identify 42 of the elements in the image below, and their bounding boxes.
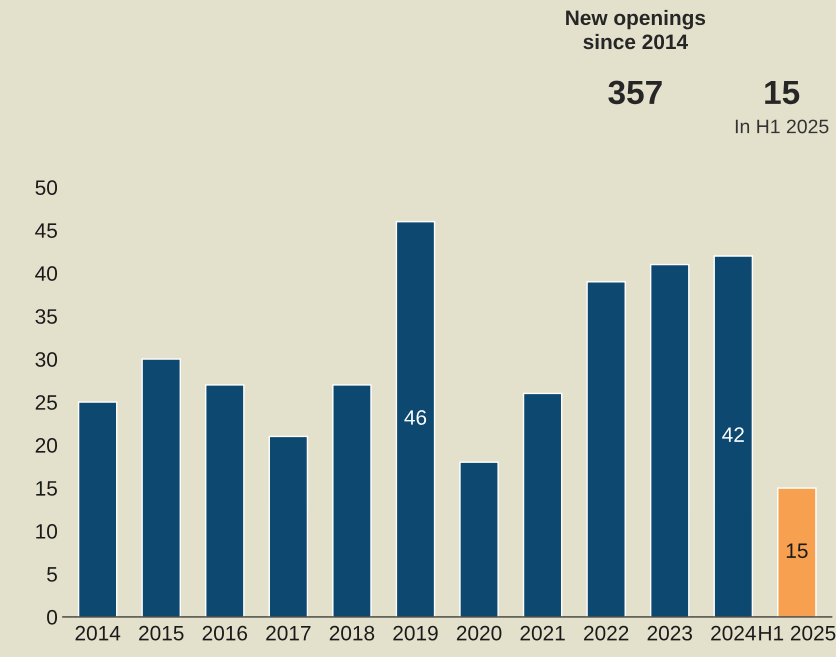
y-tick-label: 5 (47, 567, 57, 582)
y-tick-label: 45 (35, 223, 57, 238)
bar (714, 255, 754, 617)
data-label: 46 (404, 410, 426, 425)
x-tick-label: 2015 (139, 626, 184, 641)
text: 357 (608, 80, 662, 104)
x-tick-label: 2024 (711, 626, 756, 641)
x-tick-label: 2022 (584, 626, 628, 641)
x-tick-label: 2020 (456, 626, 502, 641)
text: 15 (765, 80, 800, 104)
y-tick-label: 20 (36, 438, 58, 453)
bar (650, 264, 690, 617)
x-tick-label: 2014 (76, 626, 120, 641)
data-label: 42 (722, 427, 744, 442)
x-tick-label: 2017 (266, 626, 310, 641)
y-tick-label: 50 (36, 180, 58, 195)
y-tick-label: 35 (35, 309, 57, 324)
bar (459, 462, 499, 617)
y-tick-label: 25 (36, 395, 57, 410)
y-tick-label: 40 (35, 266, 58, 281)
text: In H1 2025 (736, 120, 828, 134)
y-tick-label: 10 (36, 524, 58, 539)
bar (332, 384, 372, 617)
bar (268, 436, 308, 617)
y-tick-label: 30 (35, 352, 58, 367)
x-tick-label: 2021 (520, 626, 565, 641)
x-tick-label: 2018 (330, 626, 374, 641)
y-tick-label: 15 (36, 481, 57, 496)
bar (522, 392, 562, 617)
text: New openings since 2014 (566, 10, 706, 50)
bar (586, 281, 626, 617)
bar (396, 220, 436, 617)
x-tick-label: H1 2025 (759, 626, 836, 641)
bar (777, 487, 817, 617)
y-tick-label: 0 (47, 610, 58, 625)
bar (141, 358, 181, 617)
x-tick-label: 2016 (202, 626, 248, 641)
x-tick-label: 2023 (648, 626, 692, 641)
bar (205, 384, 245, 617)
x-tick-label: 2019 (393, 626, 438, 641)
data-label: 15 (786, 544, 808, 558)
bar (78, 401, 118, 617)
